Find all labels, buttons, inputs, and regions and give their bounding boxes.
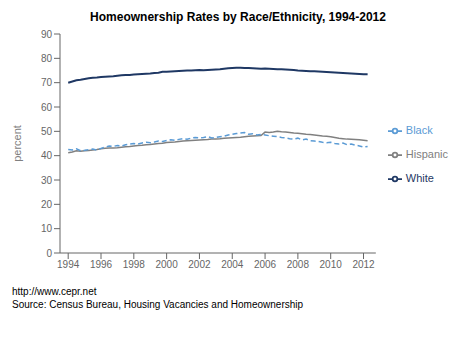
- svg-text:40: 40: [41, 150, 53, 161]
- svg-text:10: 10: [41, 223, 53, 234]
- svg-text:2008: 2008: [287, 259, 310, 270]
- svg-text:1998: 1998: [123, 259, 146, 270]
- svg-text:80: 80: [41, 53, 53, 64]
- svg-text:1996: 1996: [90, 259, 113, 270]
- svg-text:50: 50: [41, 126, 53, 137]
- svg-text:90: 90: [41, 29, 53, 40]
- svg-text:2006: 2006: [254, 259, 277, 270]
- svg-text:2002: 2002: [188, 259, 211, 270]
- svg-text:70: 70: [41, 77, 53, 88]
- svg-text:30: 30: [41, 175, 53, 186]
- svg-text:2012: 2012: [352, 259, 375, 270]
- svg-text:2010: 2010: [320, 259, 343, 270]
- svg-text:2004: 2004: [221, 259, 244, 270]
- svg-text:1994: 1994: [57, 259, 80, 270]
- svg-text:percent: percent: [11, 125, 23, 162]
- html-text:Source: Census Bureau, Housing: Source: Census Bureau, Housing Vacancies…: [12, 299, 304, 310]
- html-text:Homeownership Rates by Race/Et: Homeownership Rates by Race/Ethnicity, 1…: [90, 10, 386, 24]
- html-text:White: White: [405, 171, 434, 184]
- svg-text:2000: 2000: [156, 259, 179, 270]
- html-text:Hispanic: Hispanic: [405, 147, 448, 160]
- html-text:http://www.cepr.net: http://www.cepr.net: [12, 286, 97, 297]
- svg-text:60: 60: [41, 102, 53, 113]
- svg-text:20: 20: [41, 199, 53, 210]
- svg-text:0: 0: [46, 248, 52, 259]
- html-text:Black: Black: [405, 123, 433, 136]
